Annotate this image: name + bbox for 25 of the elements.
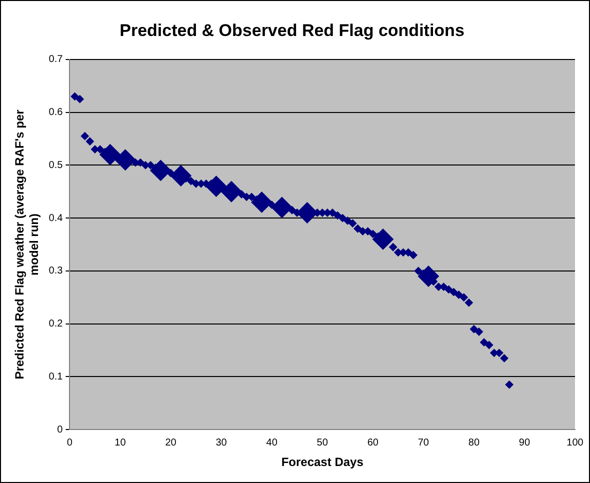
x-tick-label: 20	[165, 437, 177, 448]
x-tick-label: 60	[367, 437, 379, 448]
y-tick-label: 0.2	[48, 318, 64, 330]
y-tick-label: 0.7	[48, 54, 64, 66]
y-tick-label: 0.5	[48, 160, 64, 171]
x-tick-label: 100	[566, 437, 584, 448]
x-tick-label: 0	[66, 437, 73, 448]
point	[220, 181, 242, 202]
y-tick-label: 0.6	[48, 107, 64, 118]
x-tick-label: 10	[114, 437, 126, 448]
y-axis-title: Predicted Red Flag weather (average RAF's per model run)	[12, 109, 41, 380]
y-tick-label: 0.3	[48, 266, 64, 277]
y-tick-label: 0.1	[48, 371, 64, 382]
point	[114, 149, 136, 170]
x-tick-label: 30	[216, 437, 228, 448]
x-tick-label: 40	[266, 437, 278, 448]
x-tick-label: 70	[418, 437, 430, 448]
chart-title: Predicted & Observed Red Flag conditions	[120, 20, 464, 40]
x-axis-title: Forecast Days	[281, 455, 364, 470]
point	[271, 196, 292, 218]
y-tick-label: 0	[57, 424, 64, 436]
x-tick-label: 80	[468, 437, 480, 448]
y-tick-label: 0.4	[48, 212, 64, 224]
x-tick-label: 90	[518, 437, 530, 448]
x-tick-label: 50	[316, 437, 328, 448]
